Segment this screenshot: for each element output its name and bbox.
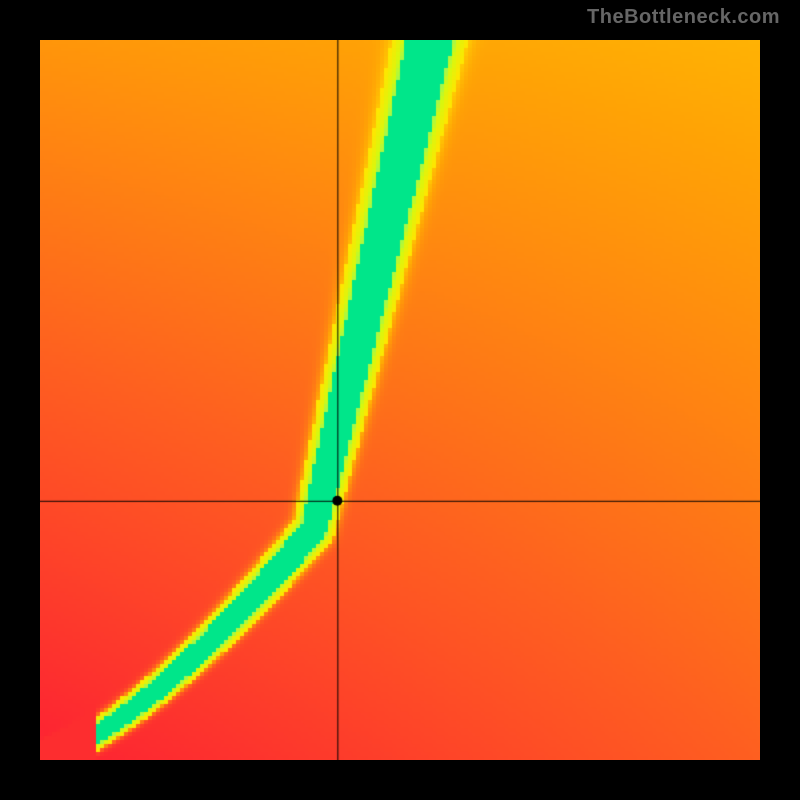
chart-container: TheBottleneck.com (0, 0, 800, 800)
watermark-text: TheBottleneck.com (587, 6, 780, 29)
heatmap-canvas (40, 40, 760, 760)
